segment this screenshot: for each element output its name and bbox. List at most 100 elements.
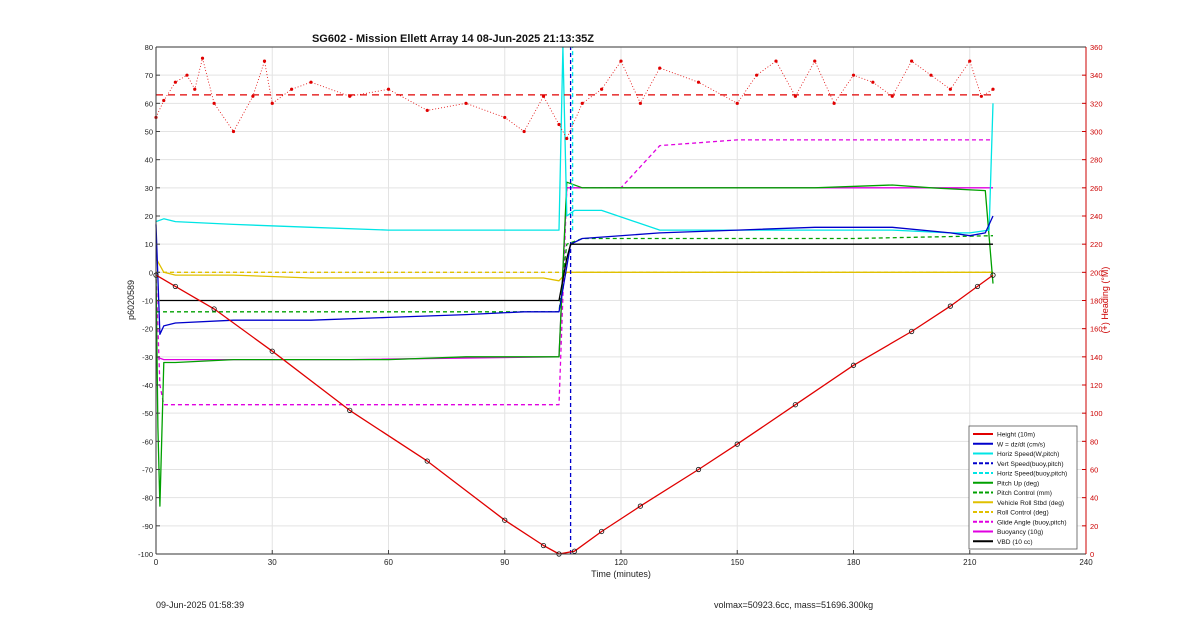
x-tick-label: 90 — [500, 558, 509, 567]
y-tick-label: -100 — [138, 550, 153, 559]
y2-tick-label: 340 — [1090, 71, 1103, 80]
height-marker — [571, 548, 578, 554]
heading-point — [968, 59, 972, 63]
heading-point — [185, 73, 189, 77]
x-tick-label: 120 — [614, 558, 628, 567]
y2-tick-label: 60 — [1090, 466, 1098, 475]
legend-label-vert-speed-buoy-pitch: Vert Speed(buoy,pitch) — [997, 461, 1064, 468]
legend-label-w-dz-dt-cm-s: W = dz/dt (cm/s) — [997, 441, 1045, 448]
legend-label-vbd-10-cc: VBD (10 cc) — [997, 539, 1033, 546]
legend-label-horiz-speed-w-pitch: Horiz Speed(W,pitch) — [997, 451, 1059, 458]
legend-label-height-10m: Height (10m) — [997, 432, 1035, 439]
footer-vehicle-info: volmax=50923.6cc, mass=51696.300kg — [714, 600, 874, 610]
y-tick-label: -30 — [142, 353, 153, 362]
legend: Height (10m) W = dz/dt (cm/s) Horiz Speed(… — [968, 425, 1078, 550]
height-marker — [502, 517, 508, 523]
y2-tick-label: 80 — [1090, 437, 1098, 446]
heading-point — [565, 136, 569, 141]
y2-tick-label: 260 — [1090, 184, 1103, 193]
y-tick-label: 70 — [145, 71, 153, 80]
x-axis-label: Time (minutes) — [591, 569, 651, 579]
series-line-heading — [155, 58, 994, 140]
y-tick-label: 50 — [145, 128, 153, 137]
y2-tick-label: 220 — [1090, 240, 1103, 249]
legend-label-glide-angle-buoy-pitch: Glide Angle (buoy,pitch) — [997, 519, 1067, 526]
height-marker — [347, 407, 353, 413]
heading-point — [290, 87, 294, 91]
heading-point — [348, 94, 352, 98]
y2-tick-label: 320 — [1090, 99, 1103, 108]
x-tick-label: 30 — [268, 558, 277, 567]
height-marker — [269, 348, 275, 354]
y-tick-label: 60 — [145, 99, 153, 108]
height-marker — [637, 503, 643, 509]
heading-point — [910, 59, 914, 63]
height-marker — [990, 272, 996, 278]
height-marker — [974, 283, 981, 290]
y-tick-label: -80 — [142, 494, 153, 503]
heading-point — [464, 101, 468, 105]
y-tick-label: 10 — [145, 240, 153, 249]
y-tick-label: 80 — [145, 43, 153, 52]
y2-tick-label: 20 — [1090, 522, 1098, 531]
y2-tick-label: 180 — [1090, 297, 1103, 306]
legend-label-buoyancy-10g: Buoyancy (10g) — [997, 529, 1043, 536]
x-tick-label: 180 — [847, 558, 861, 567]
height-marker — [540, 542, 547, 549]
chart-title: SG602 - Mission Ellett Array 14 08-Jun-2… — [312, 33, 594, 45]
y-tick-label: -10 — [142, 297, 153, 306]
y-tick-label: 30 — [145, 184, 153, 193]
y-tick-label: -90 — [142, 522, 153, 531]
heading-point — [270, 101, 274, 105]
legend-box — [968, 425, 1078, 550]
heading-point — [262, 59, 267, 63]
heading-point — [173, 80, 177, 84]
y-tick-label: -50 — [142, 409, 153, 418]
series-layer — [153, 46, 996, 557]
legend-label-pitch-control-mm: Pitch Control (mm) — [997, 490, 1052, 497]
heading-point — [948, 87, 952, 91]
height-marker — [947, 303, 953, 309]
heading-point — [231, 129, 236, 134]
height-marker — [211, 306, 217, 312]
y2-tick-label: 140 — [1090, 353, 1103, 362]
y2-tick-label: 360 — [1090, 43, 1103, 52]
height-marker — [695, 466, 702, 473]
heading-point — [200, 56, 205, 60]
series-line-horiz-speed-w-pitch — [155, 46, 994, 234]
x-tick-label: 210 — [963, 558, 977, 567]
axes-layer: 0 30 60 90 120 150 180 210 24080706050403020100-… — [138, 43, 1103, 567]
series-line-pitch-up-deg — [155, 181, 994, 507]
x-tick-label: 60 — [384, 558, 393, 567]
y-tick-label: 20 — [145, 212, 153, 221]
height-marker — [909, 328, 915, 335]
y2-tick-label: 100 — [1090, 409, 1103, 418]
y2-tick-label: 200 — [1090, 268, 1103, 277]
height-marker — [424, 458, 430, 464]
y2-tick-label: 240 — [1090, 212, 1103, 221]
legend-label-pitch-up-deg: Pitch Up (deg) — [997, 480, 1039, 487]
height-marker — [172, 283, 178, 290]
heading-point — [386, 87, 391, 91]
heading-point — [696, 80, 701, 84]
y2-tick-label: 120 — [1090, 381, 1103, 390]
y2-tick-label: 40 — [1090, 494, 1098, 503]
legend-label-horiz-speed-buoy-pitch: Horiz Speed(buoy,pitch) — [997, 471, 1067, 478]
x-tick-label: 240 — [1079, 558, 1093, 567]
y2-axis-label: (+) Heading (°M) — [1100, 267, 1110, 334]
series-line-w-dz-dt-cm-s — [155, 215, 994, 335]
x-tick-label: 150 — [731, 558, 745, 567]
height-marker — [792, 402, 798, 408]
footer-timestamp: 09-Jun-2025 01:58:39 — [156, 600, 245, 610]
heading-point — [212, 101, 216, 105]
height-marker — [850, 362, 857, 368]
y2-tick-label: 160 — [1090, 325, 1103, 334]
series-line-vbd-10-cc — [156, 243, 993, 302]
heading-point — [929, 73, 933, 77]
y2-tick-label: 280 — [1090, 156, 1103, 165]
x-tick-label: 0 — [154, 558, 159, 567]
y2-tick-label: 0 — [1090, 550, 1094, 559]
y-axis-label: p6020589 — [126, 280, 136, 320]
y-tick-label: -70 — [142, 466, 153, 475]
